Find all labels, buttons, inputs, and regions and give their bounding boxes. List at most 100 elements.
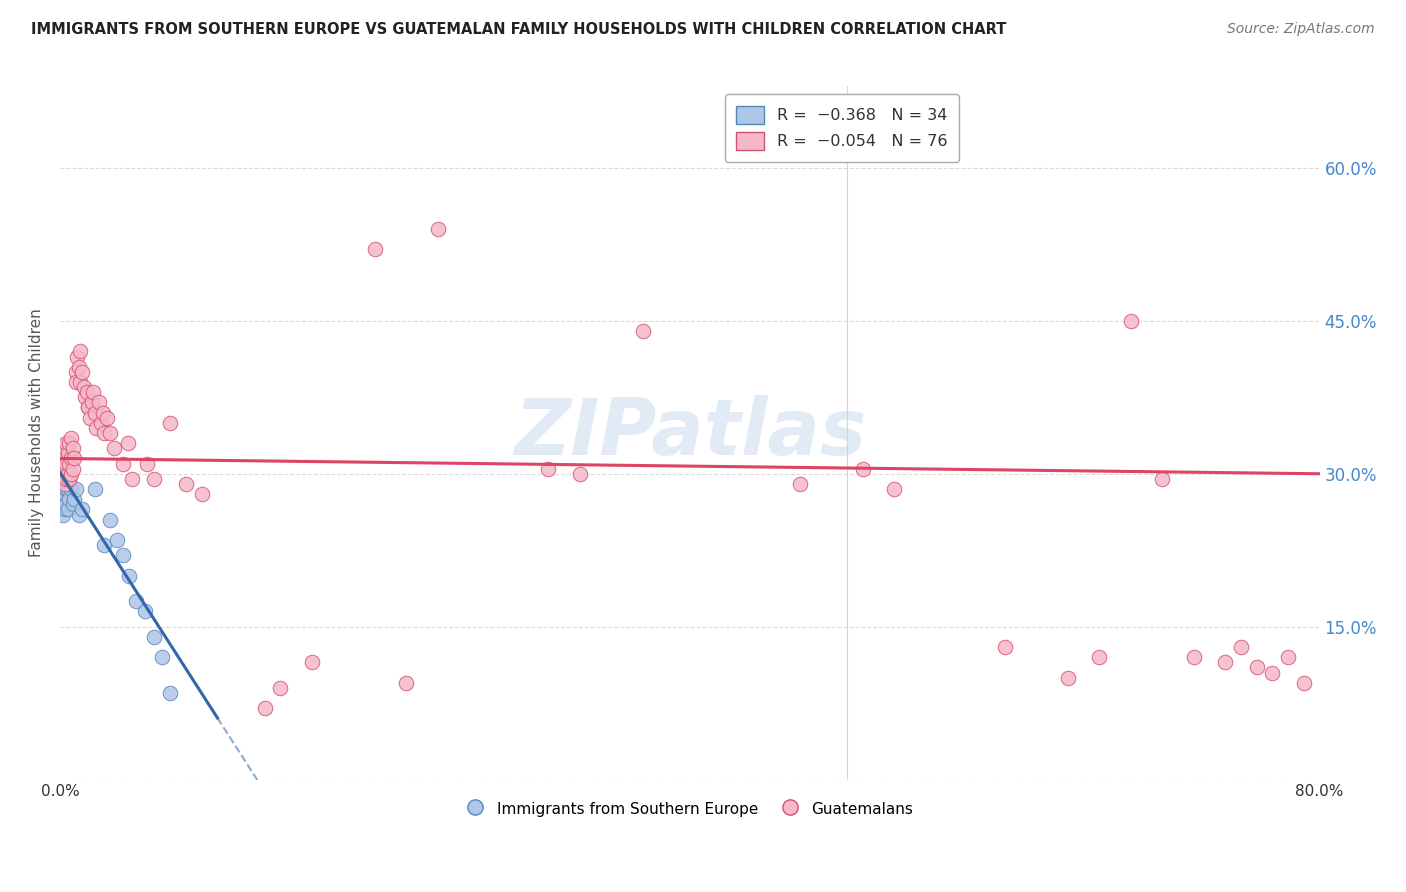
Point	[52, 497, 75, 511]
Point	[124, 594, 146, 608]
Point	[55, 457, 77, 471]
Point	[58, 492, 80, 507]
Point	[58, 436, 80, 450]
Point	[69, 344, 91, 359]
Point	[121, 472, 143, 486]
Point	[58, 472, 80, 486]
Point	[56, 446, 79, 460]
Point	[51, 477, 73, 491]
Point	[1292, 675, 1315, 690]
Point	[1119, 314, 1142, 328]
Point	[60, 482, 83, 496]
Point	[60, 451, 83, 466]
Point	[1213, 656, 1236, 670]
Point	[253, 701, 276, 715]
Point	[65, 375, 87, 389]
Point	[105, 533, 128, 547]
Point	[70, 365, 93, 379]
Point	[883, 482, 905, 496]
Point	[53, 487, 76, 501]
Point	[395, 675, 418, 690]
Point	[65, 365, 87, 379]
Point	[56, 502, 79, 516]
Text: Source: ZipAtlas.com: Source: ZipAtlas.com	[1227, 22, 1375, 37]
Point	[1152, 472, 1174, 486]
Point	[143, 472, 166, 486]
Point	[100, 513, 122, 527]
Point	[82, 385, 104, 400]
Point	[111, 457, 134, 471]
Point	[76, 385, 98, 400]
Point	[55, 436, 77, 450]
Point	[77, 401, 100, 415]
Point	[1088, 650, 1111, 665]
Point	[159, 686, 181, 700]
Point	[631, 324, 654, 338]
Point	[93, 538, 115, 552]
Point	[117, 436, 139, 450]
Point	[1182, 650, 1205, 665]
Point	[426, 222, 449, 236]
Point	[83, 406, 105, 420]
Point	[67, 359, 90, 374]
Point	[66, 350, 89, 364]
Point	[55, 482, 77, 496]
Point	[56, 482, 79, 496]
Point	[364, 243, 387, 257]
Point	[96, 410, 118, 425]
Point	[56, 467, 79, 481]
Point	[52, 446, 75, 460]
Point	[91, 406, 114, 420]
Point	[1261, 665, 1284, 680]
Point	[111, 549, 134, 563]
Point	[150, 650, 173, 665]
Point	[1277, 650, 1299, 665]
Point	[789, 477, 811, 491]
Point	[51, 497, 73, 511]
Point	[852, 461, 875, 475]
Point	[118, 568, 141, 582]
Point	[65, 482, 87, 496]
Point	[103, 442, 125, 456]
Point	[174, 477, 197, 491]
Point	[55, 497, 77, 511]
Point	[143, 630, 166, 644]
Point	[55, 472, 77, 486]
Point	[190, 487, 212, 501]
Point	[77, 401, 100, 415]
Point	[80, 395, 103, 409]
Point	[51, 446, 73, 460]
Point	[75, 390, 97, 404]
Point	[1056, 671, 1078, 685]
Text: ZIPatlas: ZIPatlas	[513, 395, 866, 471]
Legend: Immigrants from Southern Europe, Guatemalans: Immigrants from Southern Europe, Guatema…	[460, 794, 920, 824]
Point	[72, 380, 94, 394]
Point	[100, 425, 122, 440]
Point	[1230, 640, 1253, 654]
Point	[62, 497, 84, 511]
Point	[53, 461, 76, 475]
Point	[90, 416, 112, 430]
Point	[52, 508, 75, 522]
Point	[537, 461, 560, 475]
Point	[159, 416, 181, 430]
Point	[269, 681, 291, 695]
Point	[60, 431, 83, 445]
Point	[52, 461, 75, 475]
Point	[134, 604, 156, 618]
Point	[568, 467, 591, 481]
Point	[63, 451, 86, 466]
Point	[80, 395, 103, 409]
Point	[52, 482, 75, 496]
Point	[994, 640, 1017, 654]
Point	[67, 508, 90, 522]
Point	[53, 442, 76, 456]
Point	[53, 477, 76, 491]
Point	[301, 656, 323, 670]
Point	[63, 492, 86, 507]
Point	[69, 375, 91, 389]
Text: IMMIGRANTS FROM SOUTHERN EUROPE VS GUATEMALAN FAMILY HOUSEHOLDS WITH CHILDREN CO: IMMIGRANTS FROM SOUTHERN EUROPE VS GUATE…	[31, 22, 1007, 37]
Point	[55, 467, 77, 481]
Point	[79, 410, 101, 425]
Point	[53, 502, 76, 516]
